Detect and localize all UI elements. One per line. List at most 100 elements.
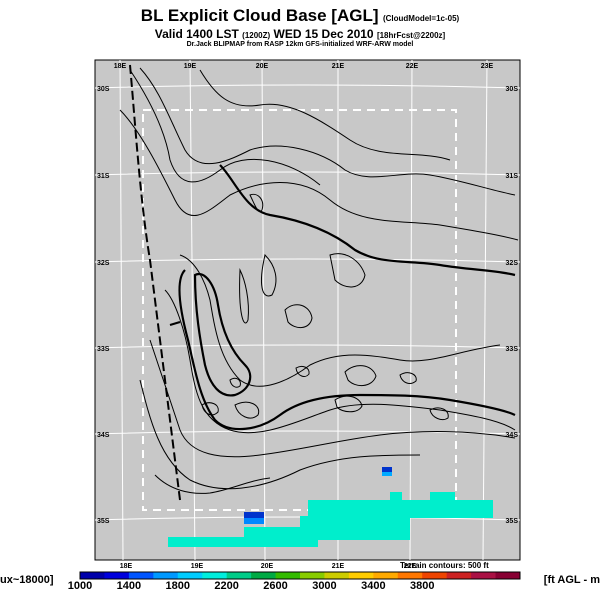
- terrain-contours: [119, 67, 519, 494]
- contour-line: [261, 254, 277, 297]
- lon-label: 21E: [332, 63, 345, 70]
- parallel-30s: [94, 84, 521, 89]
- lon-label: 21E: [332, 563, 345, 570]
- valid-time-line: Valid 1400 LST (1200Z) WED 15 Dec 2010 […: [0, 27, 600, 41]
- colorbar-swatch: [128, 572, 154, 579]
- valid-date: WED 15 Dec 2010: [273, 27, 374, 41]
- lon-label: 18E: [120, 563, 133, 570]
- graticule: [94, 59, 521, 561]
- contour-line: [429, 407, 449, 421]
- colorbar-swatch: [397, 572, 423, 579]
- contour-line: [399, 372, 417, 384]
- inner-domain-box: [142, 109, 457, 511]
- contour-line: [129, 69, 321, 186]
- map-title: BL Explicit Cloud Base [AGL] (CloudModel…: [0, 6, 600, 26]
- contour-line: [199, 69, 451, 161]
- cloud-fill: [168, 537, 318, 547]
- cloud-low-fill: [382, 472, 392, 476]
- colorbar-tick-label: 2600: [263, 580, 288, 592]
- lat-label: 34S: [97, 432, 110, 439]
- colorbar-right-label: [ft AGL - m: [543, 574, 600, 586]
- contour-line: [201, 402, 219, 416]
- lat-label: 31S: [506, 173, 519, 180]
- lon-label: 19E: [191, 563, 204, 570]
- lat-labels-right: 30S 31S 32S 33S 34S 35S: [506, 86, 519, 525]
- meridian-18e: [119, 59, 124, 561]
- contour-line: [139, 67, 516, 196]
- terrain-note: Terrain contours: 500 ft: [400, 561, 489, 570]
- lat-label: 33S: [506, 346, 519, 353]
- lat-label: 30S: [506, 86, 519, 93]
- contour-line: [178, 269, 516, 431]
- lat-labels-left: 30S 31S 32S 33S 34S 35S: [97, 86, 110, 525]
- cloud-fill: [308, 500, 493, 518]
- credit-line: Dr.Jack BLIPMAP from RASP 12km GFS-initi…: [186, 41, 414, 48]
- colorbar-tick-label: 2200: [214, 580, 239, 592]
- cloud-base-fills: [168, 467, 493, 547]
- parallel-31s: [94, 171, 521, 176]
- lat-label: 31S: [97, 173, 110, 180]
- valid-suffix: [18hrFcst@2200z]: [376, 31, 446, 40]
- contour-line: [169, 320, 181, 327]
- colorbar-swatch: [471, 572, 497, 579]
- contour-line: [154, 474, 271, 494]
- meridian-23e: [482, 59, 488, 561]
- contour-line: [295, 365, 310, 377]
- lat-label: 35S: [97, 518, 110, 525]
- lon-label: 22E: [406, 63, 419, 70]
- colorbar-swatch: [300, 572, 325, 579]
- contour-line: [149, 339, 516, 458]
- colorbar-swatch: [495, 572, 521, 579]
- colorbar-left-label: ux~18000]: [0, 574, 54, 586]
- lat-label: 32S: [506, 260, 519, 267]
- lon-label: 18E: [114, 63, 127, 70]
- lon-labels-top: 18E 19E 20E 21E 22E 23E: [114, 63, 494, 70]
- colorbar-swatch: [80, 572, 105, 579]
- title-text: BL Explicit Cloud Base [AGL]: [140, 6, 379, 25]
- valid-code: (1200Z): [242, 31, 271, 40]
- colorbar-swatch: [422, 572, 448, 579]
- parallel-33s: [94, 344, 521, 349]
- meridian-22e: [409, 59, 413, 561]
- contour-line: [164, 289, 516, 434]
- lon-label: 22E: [404, 563, 417, 570]
- lat-label: 34S: [506, 432, 519, 439]
- lon-labels-bottom: 18E 19E 20E 21E 22E: [120, 563, 417, 570]
- coastline: [129, 64, 181, 501]
- contour-line: [239, 268, 249, 324]
- colorbar-tick-label: 3400: [361, 580, 386, 592]
- colorbar-tick-label: 1000: [67, 580, 93, 592]
- lat-label: 32S: [97, 260, 110, 267]
- lon-label: 19E: [184, 63, 197, 70]
- colorbar-swatch: [373, 572, 399, 579]
- colorbar-tick-label: 3000: [312, 580, 337, 592]
- colorbar-swatch: [251, 572, 277, 579]
- lon-label: 23E: [481, 63, 494, 70]
- cloud-low-fill: [244, 512, 264, 518]
- colorbar-swatch: [104, 572, 130, 579]
- colorbar-tick-label: 1400: [116, 580, 142, 592]
- lon-label: 20E: [256, 63, 269, 70]
- lat-label: 30S: [97, 86, 110, 93]
- colorbar-swatch: [275, 572, 301, 579]
- lon-label: 20E: [261, 563, 274, 570]
- contour-line: [139, 379, 421, 490]
- contour-line: [234, 401, 260, 419]
- contour-line: [329, 253, 366, 288]
- colorbar: [79, 571, 521, 580]
- colorbar-swatch: [348, 572, 374, 579]
- contour-line: [119, 109, 519, 241]
- colorbar-swatch: [202, 572, 228, 579]
- contour-line: [249, 193, 264, 212]
- colorbar-frame: [79, 571, 521, 580]
- title-note: (CloudModel=1c-05): [382, 14, 460, 23]
- colorbar-swatch: [324, 572, 350, 579]
- lat-label: 33S: [97, 346, 110, 353]
- colorbar-swatch: [226, 572, 252, 579]
- colorbar-tick-label: 1800: [165, 580, 191, 592]
- cloud-low-fill: [382, 467, 392, 472]
- contour-line: [229, 377, 241, 388]
- contour-line: [284, 304, 313, 328]
- colorbar-swatch: [177, 572, 203, 579]
